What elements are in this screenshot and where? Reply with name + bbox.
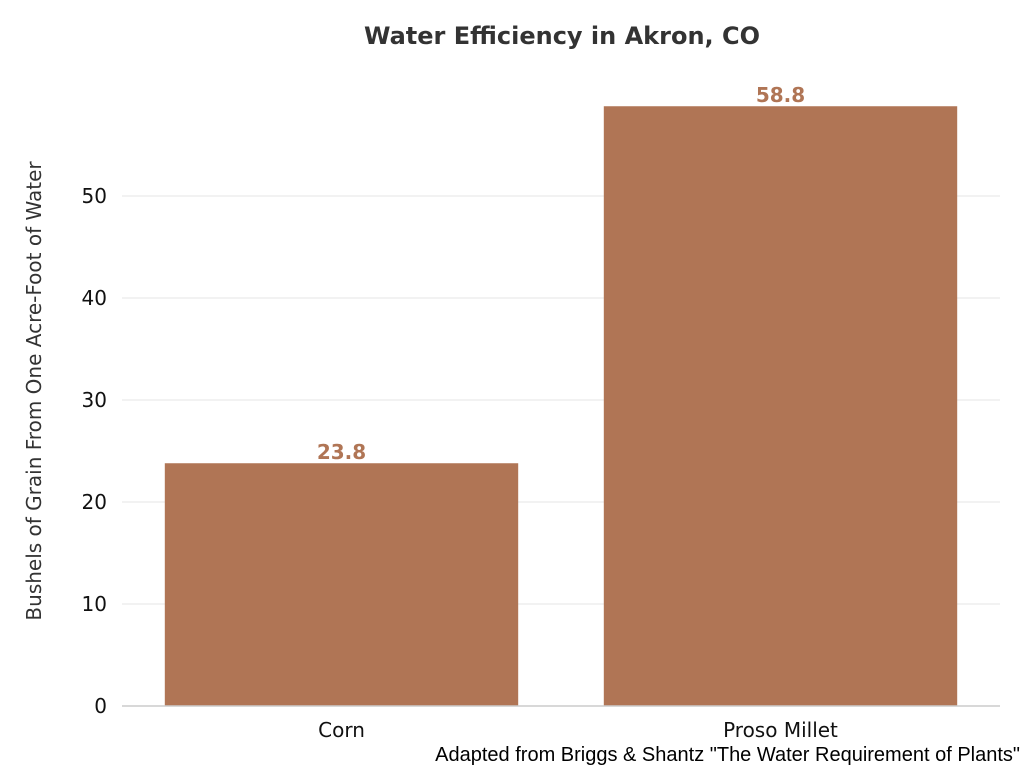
y-tick-label: 40 [82,286,107,310]
y-axis-ticks: 0 10 20 30 40 50 [82,184,107,718]
data-labels: 23.8 58.8 [317,83,805,464]
y-tick-label: 50 [82,184,107,208]
y-tick-label: 10 [82,592,107,616]
y-tick-label: 30 [82,388,107,412]
y-tick-label: 0 [94,694,107,718]
y-axis-label: Bushels of Grain From One Acre-Foot of W… [22,161,46,621]
bar-value-label: 58.8 [756,83,805,107]
bars [164,106,958,707]
bar [164,463,519,706]
bar [603,106,958,707]
chart-title: Water Efficiency in Akron, CO [364,22,760,50]
source-note: Adapted from Briggs & Shantz "The Water … [435,744,1020,766]
x-tick-label: Corn [318,718,365,742]
x-tick-label: Proso Millet [723,718,838,742]
x-axis-ticks: Corn Proso Millet [318,718,838,742]
bar-value-label: 23.8 [317,440,366,464]
y-tick-label: 20 [82,490,107,514]
